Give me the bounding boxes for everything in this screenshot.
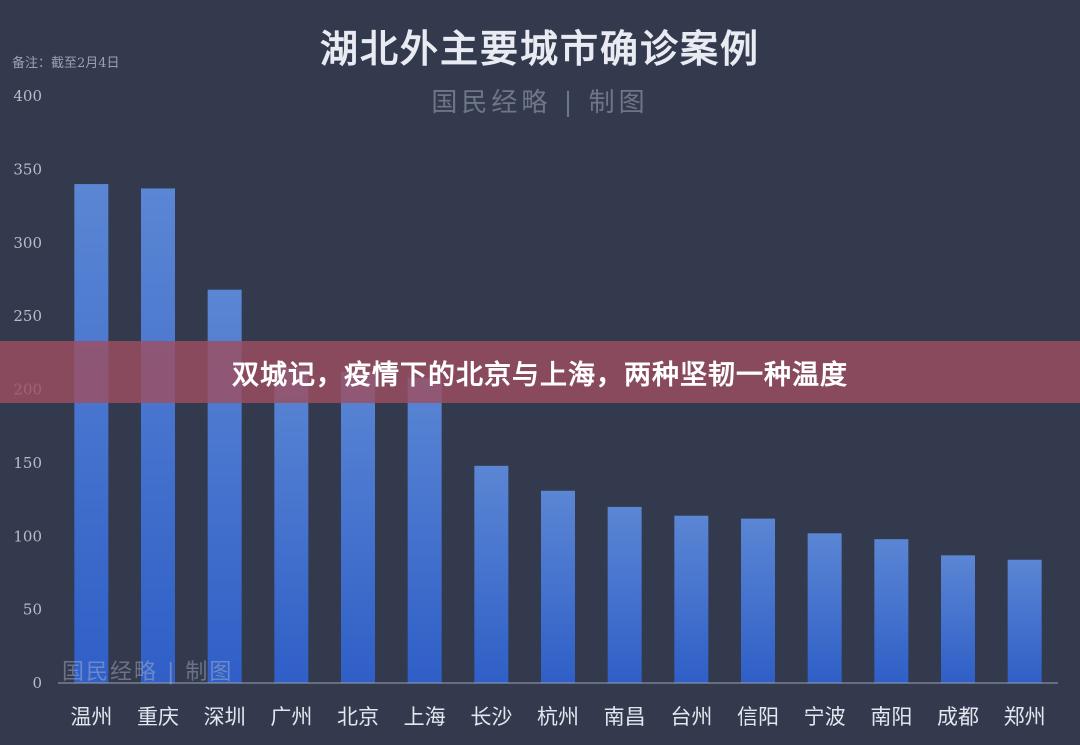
bar-温州 bbox=[74, 184, 109, 684]
bar-台州 bbox=[674, 515, 709, 683]
bar-广州 bbox=[274, 367, 309, 683]
chart-note: 备注：截至2月4日 bbox=[12, 56, 120, 71]
x-tick-label: 宁波 bbox=[804, 705, 846, 729]
bars bbox=[74, 184, 1042, 684]
source-credit: 国民经略 | 制图 bbox=[431, 88, 649, 118]
x-tick-label: 南昌 bbox=[604, 705, 646, 729]
bar-宁波 bbox=[807, 533, 842, 683]
y-tick-label: 300 bbox=[13, 234, 42, 252]
x-tick-label: 南阳 bbox=[870, 705, 912, 729]
y-tick-label: 0 bbox=[32, 674, 42, 692]
bar-重庆 bbox=[141, 188, 175, 683]
y-tick-label: 400 bbox=[13, 87, 42, 105]
bar-长沙 bbox=[474, 465, 509, 683]
watermark: 国民经略 | 制图 bbox=[62, 660, 234, 685]
bar-成都 bbox=[941, 555, 975, 683]
y-tick-label: 100 bbox=[13, 527, 42, 545]
x-tick-label: 信阳 bbox=[737, 705, 779, 729]
x-axis-labels: 温州 重庆 深圳 广州 北京 上海 长沙 杭州 南昌 台州 信阳 宁波 南阳 成都 郑州 bbox=[70, 705, 1045, 729]
x-tick-label: 台州 bbox=[670, 705, 712, 729]
y-tick-label: 50 bbox=[23, 601, 42, 619]
article-banner[interactable]: 双城记，疫情下的北京与上海，两种坚韧一种温度 bbox=[0, 341, 1080, 403]
bar-郑州 bbox=[1007, 559, 1042, 683]
bar-杭州 bbox=[541, 490, 575, 683]
bar-北京 bbox=[341, 371, 375, 683]
x-tick-label: 温州 bbox=[70, 705, 112, 729]
x-tick-label: 郑州 bbox=[1004, 705, 1046, 729]
x-tick-label: 上海 bbox=[404, 705, 446, 729]
banner-headline[interactable]: 双城记，疫情下的北京与上海，两种坚韧一种温度 bbox=[232, 359, 848, 391]
x-tick-label: 北京 bbox=[337, 705, 379, 729]
x-tick-label: 杭州 bbox=[537, 705, 579, 729]
bar-上海 bbox=[407, 377, 442, 683]
x-tick-label: 成都 bbox=[937, 705, 979, 729]
bar-信阳 bbox=[741, 518, 775, 683]
x-tick-label: 广州 bbox=[270, 705, 312, 729]
bar-南阳 bbox=[874, 539, 909, 683]
y-tick-label: 350 bbox=[13, 160, 42, 178]
chart-title: 湖北外主要城市确诊案例 bbox=[319, 27, 760, 71]
bar-南昌 bbox=[607, 506, 642, 683]
y-tick-label: 150 bbox=[13, 454, 42, 472]
x-tick-label: 长沙 bbox=[470, 705, 512, 729]
x-tick-label: 深圳 bbox=[204, 705, 246, 729]
x-tick-label: 重庆 bbox=[137, 705, 179, 729]
y-tick-label: 250 bbox=[13, 307, 42, 325]
